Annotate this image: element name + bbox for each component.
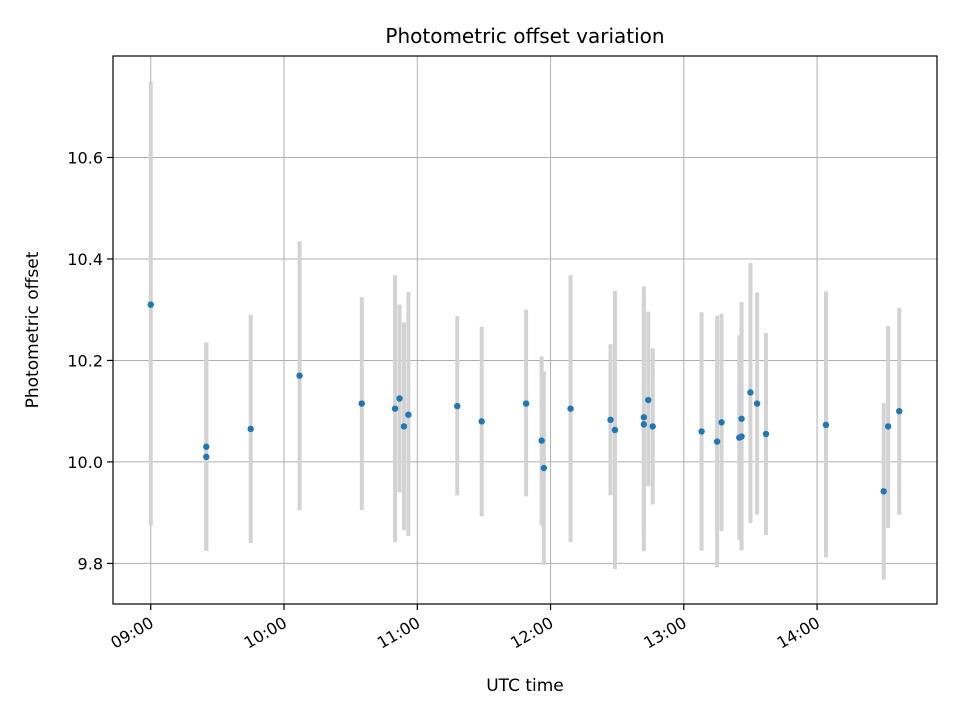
data-point	[611, 426, 619, 434]
y-tick-label: 10.4	[67, 250, 103, 269]
data-point	[747, 389, 754, 396]
data-point	[540, 464, 548, 472]
data-point	[296, 372, 303, 379]
y-tick-label: 10.0	[67, 453, 103, 472]
data-point	[880, 488, 887, 495]
chart-title: Photometric offset variation	[385, 24, 664, 48]
data-point	[454, 402, 461, 410]
data-point	[640, 421, 648, 428]
data-point	[718, 419, 725, 426]
data-point	[640, 414, 648, 421]
data-point	[478, 418, 485, 425]
data-point	[358, 400, 365, 407]
data-point	[203, 443, 210, 450]
data-point	[698, 428, 705, 435]
data-point	[203, 453, 210, 461]
data-point	[396, 395, 403, 402]
x-axis-label: UTC time	[486, 676, 564, 696]
data-point	[522, 400, 530, 407]
y-axis: 9.8 10.0 10.2 10.4 10.6	[67, 148, 113, 573]
data-point	[738, 415, 745, 422]
data-point	[762, 430, 770, 438]
data-point	[405, 411, 412, 418]
data-point	[391, 405, 399, 412]
data-point	[645, 396, 652, 404]
data-point	[738, 433, 745, 440]
data-point	[753, 400, 761, 407]
data-point	[713, 438, 721, 445]
data-point	[400, 423, 408, 430]
data-point	[538, 437, 545, 444]
data-point	[884, 423, 892, 430]
y-tick-label: 9.8	[78, 554, 103, 573]
y-tick-label: 10.2	[67, 351, 103, 370]
data-point	[567, 405, 574, 412]
data-point	[607, 416, 614, 424]
data-point	[247, 425, 254, 433]
y-tick-label: 10.6	[67, 148, 103, 167]
data-point	[896, 407, 903, 415]
data-point	[147, 301, 154, 308]
data-points	[147, 301, 903, 495]
y-axis-label: Photometric offset	[23, 251, 43, 408]
plot-frame	[112, 55, 938, 605]
data-point	[822, 421, 830, 429]
data-point	[649, 423, 656, 430]
